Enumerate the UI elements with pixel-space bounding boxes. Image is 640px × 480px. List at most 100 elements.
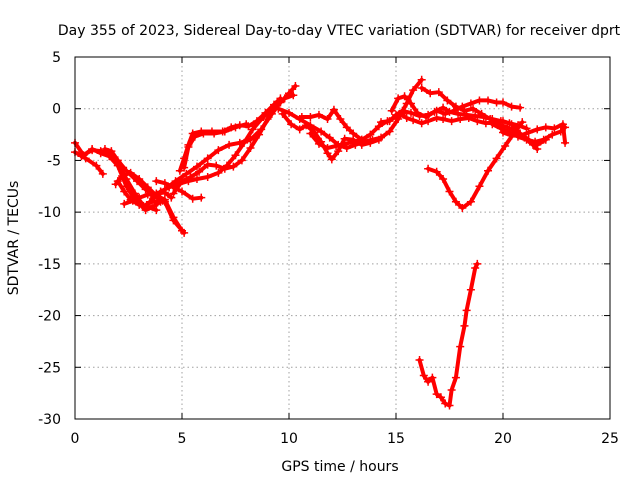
y-axis-label: SDTVAR / TECUs: [6, 181, 22, 296]
x-tick-label: 20: [494, 431, 512, 447]
series-arc-24: [424, 118, 527, 213]
data-point-marker: [385, 127, 394, 136]
data-point-marker: [496, 124, 505, 133]
data-point-marker: [424, 377, 433, 386]
data-point-marker: [402, 114, 411, 123]
data-point-marker: [92, 161, 101, 170]
data-point-marker: [488, 120, 497, 129]
data-point-marker: [419, 371, 428, 380]
data-point-marker: [366, 130, 375, 139]
data-point-marker: [96, 147, 105, 156]
series-arc-25: [415, 259, 482, 410]
data-point-marker: [507, 102, 516, 111]
grid-lines: [75, 57, 610, 419]
data-point-marker: [329, 105, 338, 114]
data-point-marker: [499, 128, 507, 137]
data-point-marker: [263, 115, 272, 124]
data-point-marker: [195, 167, 204, 176]
data-point-marker: [192, 162, 201, 171]
data-point-marker: [186, 172, 195, 181]
data-point-marker: [169, 213, 178, 222]
data-point-marker: [231, 151, 240, 160]
data-point-marker: [475, 182, 484, 191]
data-point-marker: [291, 81, 300, 90]
data-point-marker: [466, 99, 475, 108]
x-tick-label: 5: [178, 431, 187, 447]
data-point-marker: [314, 110, 323, 119]
data-point-marker: [237, 156, 246, 165]
data-point-marker: [501, 141, 510, 150]
data-point-marker: [451, 102, 460, 111]
data-point-marker: [152, 177, 161, 186]
series-arc-11: [169, 97, 285, 198]
data-point-marker: [169, 189, 178, 198]
data-point-marker: [334, 147, 343, 156]
data-point-marker: [274, 104, 283, 113]
series-arc-13: [180, 120, 251, 172]
data-point-marker: [107, 147, 116, 156]
data-point-marker: [486, 115, 495, 124]
data-point-marker: [445, 401, 454, 410]
data-point-marker: [100, 145, 109, 154]
data-point-marker: [261, 108, 270, 117]
data-point-marker: [220, 164, 229, 173]
data-point-marker: [445, 107, 454, 116]
data-point-marker: [447, 117, 456, 126]
data-point-marker: [477, 109, 486, 118]
data-point-marker: [248, 125, 257, 134]
data-point-marker: [175, 166, 184, 175]
data-point-marker: [406, 99, 415, 108]
data-point-marker: [507, 120, 516, 129]
data-point-marker: [409, 86, 418, 95]
data-point-marker: [152, 206, 161, 215]
data-point-marker: [441, 399, 450, 408]
data-point-marker: [550, 124, 559, 133]
data-point-marker: [428, 373, 437, 382]
data-point-marker: [235, 138, 244, 147]
data-point-marker: [516, 131, 525, 140]
data-point-marker: [287, 120, 296, 129]
data-point-marker: [417, 75, 426, 84]
x-tick-label: 0: [71, 431, 80, 447]
data-point-marker: [432, 114, 441, 123]
data-point-marker: [400, 92, 409, 101]
data-point-marker: [252, 117, 261, 126]
data-point-marker: [475, 96, 484, 105]
data-point-marker: [421, 112, 430, 121]
data-point-marker: [531, 137, 540, 146]
data-point-marker: [432, 167, 441, 176]
data-point-marker: [533, 125, 542, 134]
data-point-marker: [466, 285, 475, 294]
data-point-marker: [374, 135, 383, 144]
axis-ticks: 0 5 10 15 20 25 5 0 -5 -10 -15 -20 -25 -30: [38, 50, 619, 447]
data-point-marker: [113, 156, 122, 165]
data-point-marker: [516, 103, 525, 112]
data-point-marker: [128, 196, 137, 205]
data-point-marker: [203, 172, 212, 181]
data-point-marker: [349, 137, 358, 146]
data-point-marker: [413, 108, 422, 117]
chart-title: Day 355 of 2023, Sidereal Day-to-day VTE…: [58, 23, 621, 39]
data-point-marker: [190, 132, 199, 141]
data-point-marker: [456, 342, 465, 351]
data-point-marker: [451, 373, 460, 382]
data-point-marker: [561, 138, 570, 147]
data-point-marker: [188, 194, 197, 203]
data-point-marker: [424, 117, 433, 126]
data-point-marker: [415, 356, 424, 365]
data-point-marker: [394, 94, 403, 103]
data-point-marker: [456, 115, 465, 124]
data-point-marker: [443, 96, 452, 105]
data-point-marker: [306, 112, 315, 121]
x-axis-label: GPS time / hours: [281, 459, 398, 475]
data-point-marker: [447, 386, 456, 395]
data-point-marker: [203, 160, 212, 169]
data-point-marker: [484, 96, 493, 105]
data-point-marker: [199, 129, 208, 138]
data-point-marker: [77, 152, 86, 161]
x-tick-label: 10: [280, 431, 298, 447]
data-point-marker: [460, 106, 469, 115]
data-point-marker: [492, 154, 501, 163]
data-point-marker: [445, 187, 454, 196]
